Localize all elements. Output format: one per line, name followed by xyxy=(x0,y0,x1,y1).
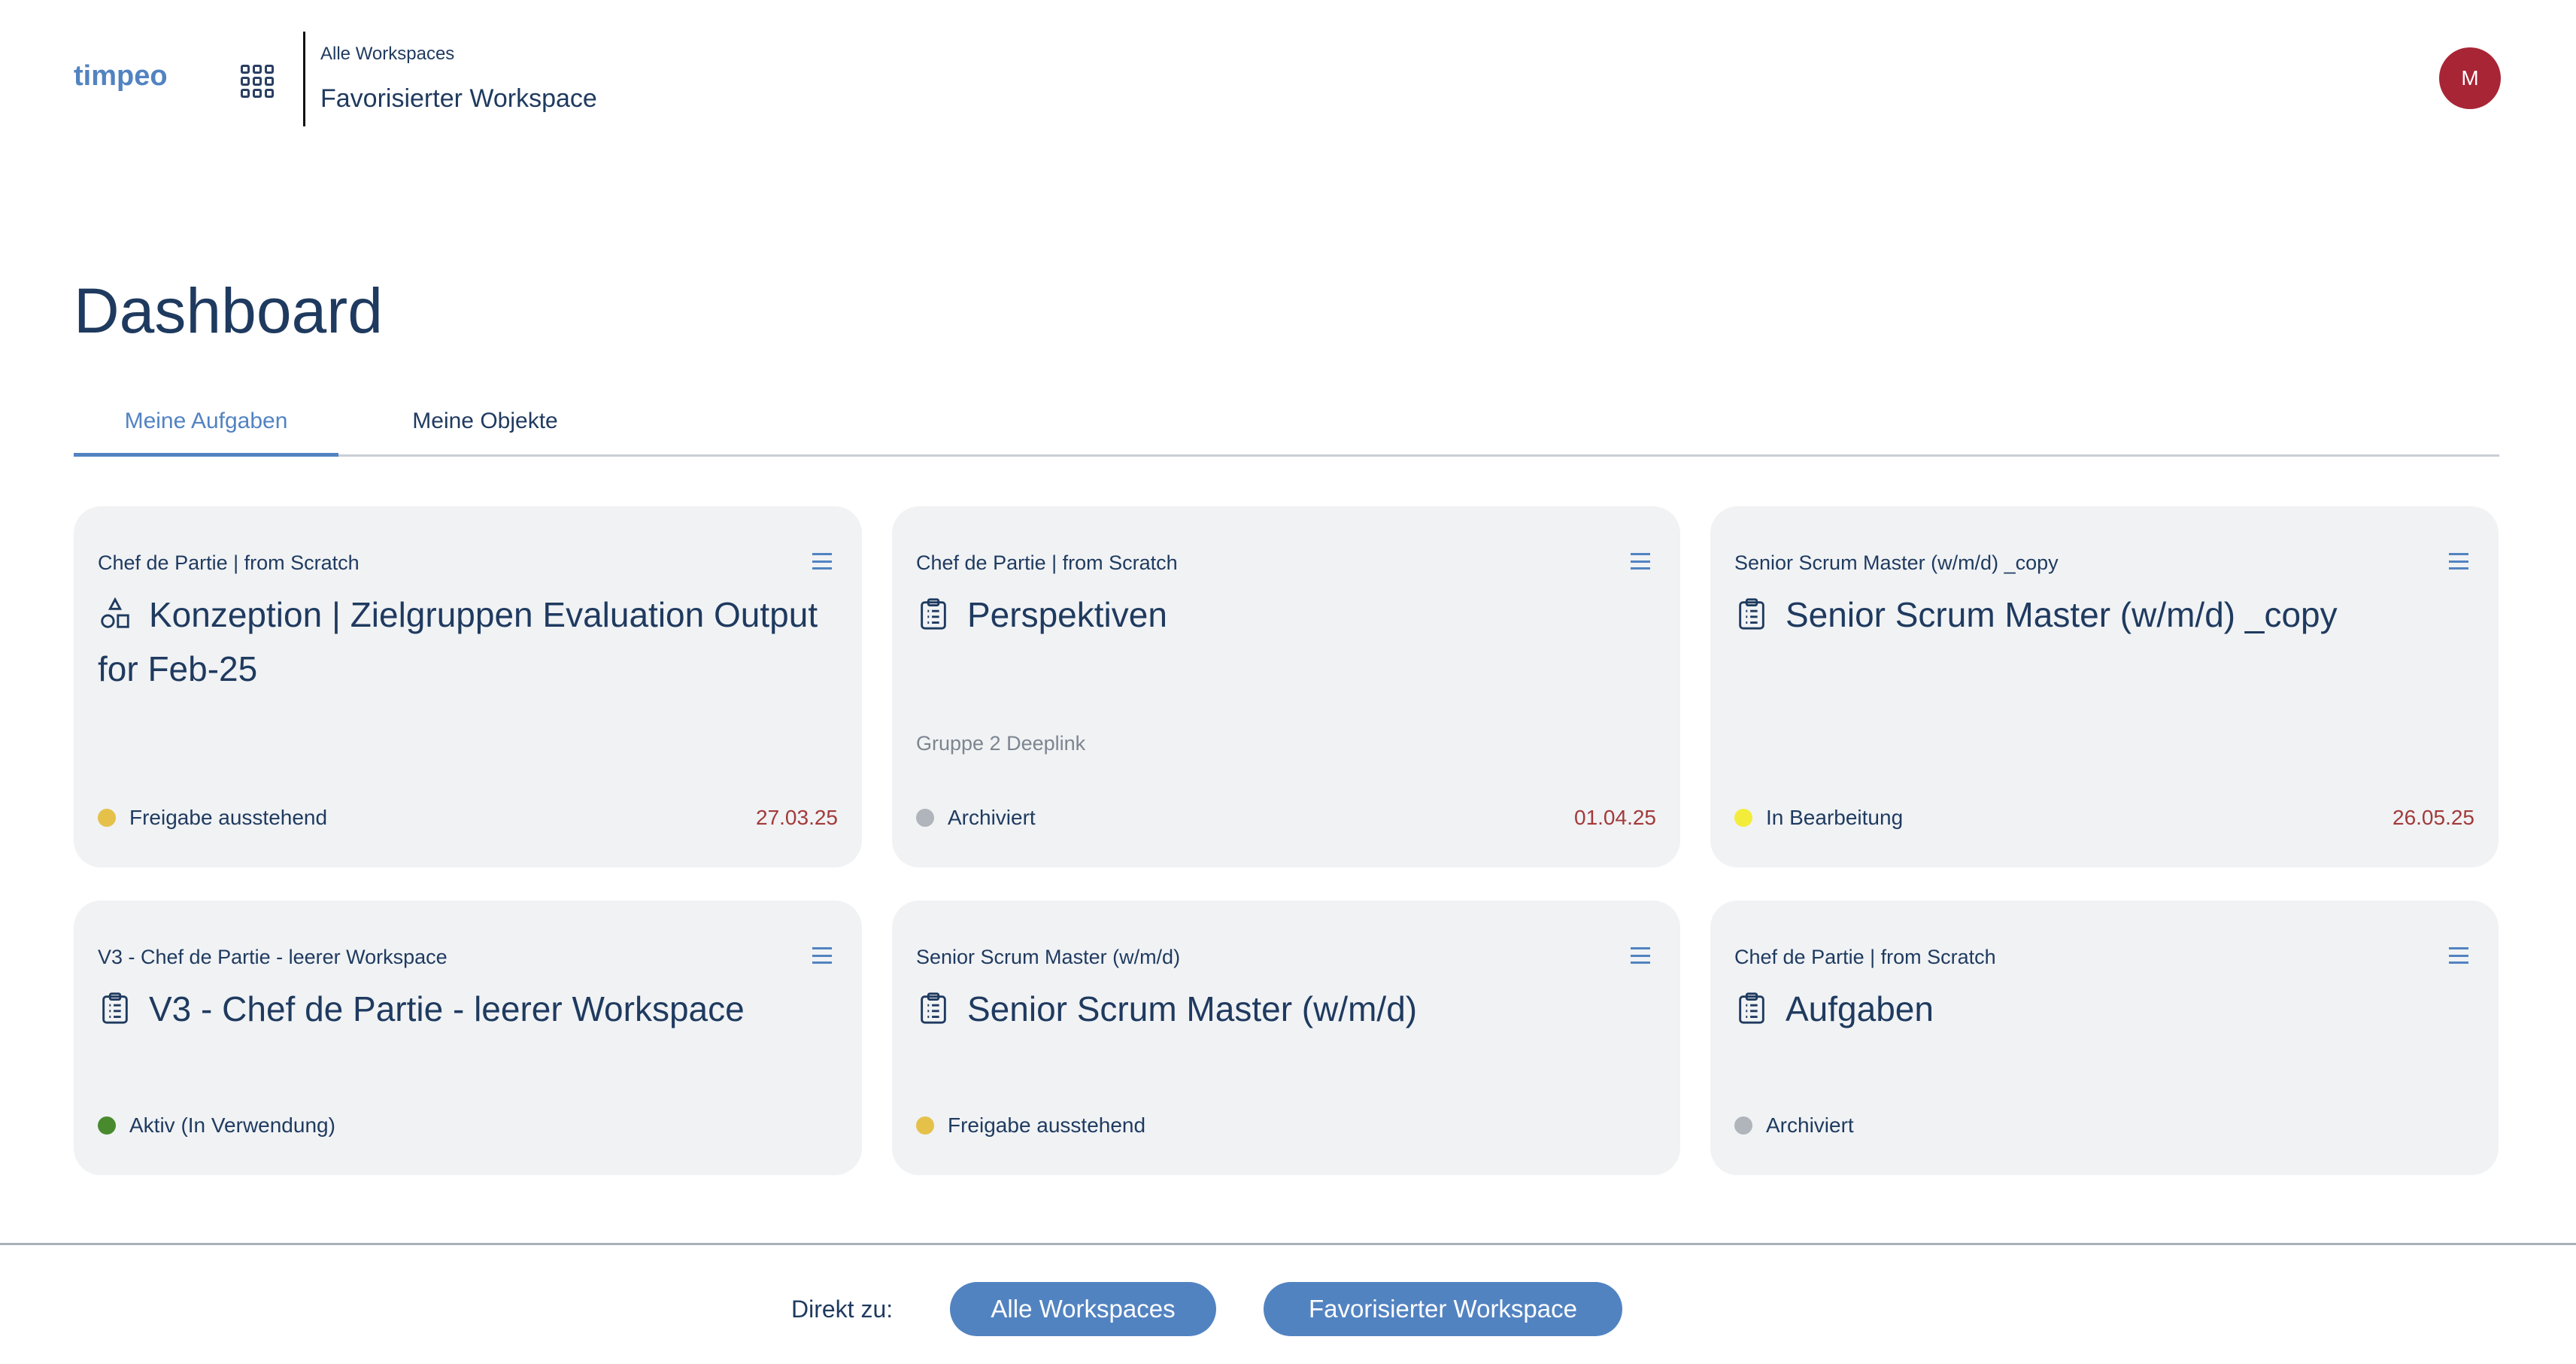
shapes-icon xyxy=(98,592,132,628)
task-card[interactable]: Chef de Partie | from Scratch Perspektiv… xyxy=(892,506,1680,867)
card-title-text: Senior Scrum Master (w/m/d) xyxy=(967,989,1418,1028)
status-label: Aktiv (In Verwendung) xyxy=(129,1113,335,1137)
logo[interactable]: timpeo xyxy=(74,60,168,92)
card-title[interactable]: Konzeption | Zielgruppen Evaluation Outp… xyxy=(98,588,839,696)
menu-icon[interactable] xyxy=(1631,947,1650,964)
status-label: Archiviert xyxy=(1766,1113,1854,1137)
status-label: In Bearbeitung xyxy=(1766,806,1904,829)
card-title[interactable]: Perspektiven xyxy=(916,588,1658,642)
status-dot-icon xyxy=(916,809,934,827)
task-card[interactable]: Senior Scrum Master (w/m/d) Senior Scrum… xyxy=(892,901,1680,1175)
card-extra[interactable]: Gruppe 2 Deeplink xyxy=(916,732,1086,755)
direkt-zu-label: Direkt zu: xyxy=(791,1296,894,1323)
clipboard-list-icon xyxy=(916,592,951,630)
avatar[interactable]: M xyxy=(2439,47,2501,109)
card-subtitle: Chef de Partie | from Scratch xyxy=(98,551,360,574)
clipboard-list-icon xyxy=(98,986,132,1024)
due-date: 27.03.25 xyxy=(756,806,838,829)
status-label: Freigabe ausstehend xyxy=(129,806,328,829)
card-title-text: Senior Scrum Master (w/m/d) _copy xyxy=(1786,595,2338,634)
card-title[interactable]: Senior Scrum Master (w/m/d) xyxy=(916,982,1658,1036)
status-label: Archiviert xyxy=(948,806,1036,829)
status-dot-icon xyxy=(98,1116,116,1135)
card-subtitle: V3 - Chef de Partie - leerer Workspace xyxy=(98,946,448,968)
card-title-text: V3 - Chef de Partie - leerer Workspace xyxy=(149,989,745,1028)
status-dot-icon xyxy=(916,1116,934,1135)
card-title-text: Konzeption | Zielgruppen Evaluation Outp… xyxy=(98,595,818,688)
task-card[interactable]: V3 - Chef de Partie - leerer Workspace V… xyxy=(74,901,862,1175)
tab-meine-aufgaben[interactable]: Meine Aufgaben xyxy=(74,409,338,457)
status-badge: Aktiv (In Verwendung) xyxy=(98,1113,335,1138)
status-badge: In Bearbeitung xyxy=(1734,806,1903,830)
task-card[interactable]: Senior Scrum Master (w/m/d) _copy Senior… xyxy=(1710,506,2499,867)
apps-grid-icon[interactable] xyxy=(241,65,274,98)
due-date: 01.04.25 xyxy=(1574,806,1656,829)
menu-icon[interactable] xyxy=(2449,553,2468,570)
status-badge: Archiviert xyxy=(1734,1113,1854,1138)
menu-icon[interactable] xyxy=(812,947,832,964)
breadcrumb-current-workspace: Favorisierter Workspace xyxy=(320,84,597,113)
clipboard-list-icon xyxy=(1734,986,1769,1024)
status-badge: Freigabe ausstehend xyxy=(916,1113,1145,1138)
card-title-text: Perspektiven xyxy=(967,595,1167,634)
status-dot-icon xyxy=(1734,1116,1752,1135)
clipboard-list-icon xyxy=(1734,592,1769,630)
alle-workspaces-button[interactable]: Alle Workspaces xyxy=(950,1282,1216,1336)
breadcrumb-all-workspaces[interactable]: Alle Workspaces xyxy=(320,44,455,64)
card-subtitle: Senior Scrum Master (w/m/d) xyxy=(916,946,1181,968)
status-dot-icon xyxy=(98,809,116,827)
header-divider xyxy=(303,32,305,126)
card-title[interactable]: Senior Scrum Master (w/m/d) _copy xyxy=(1734,588,2476,642)
footer-divider xyxy=(0,1243,2576,1245)
due-date: 26.05.25 xyxy=(2392,806,2474,829)
favorisierter-workspace-button[interactable]: Favorisierter Workspace xyxy=(1264,1282,1622,1336)
clipboard-list-icon xyxy=(916,986,951,1024)
status-label: Freigabe ausstehend xyxy=(948,1113,1146,1137)
tab-meine-objekte[interactable]: Meine Objekte xyxy=(412,409,558,433)
menu-icon[interactable] xyxy=(2449,947,2468,964)
card-title[interactable]: Aufgaben xyxy=(1734,982,2476,1036)
task-card[interactable]: Chef de Partie | from Scratch Aufgaben A… xyxy=(1710,901,2499,1175)
status-dot-icon xyxy=(1734,809,1752,827)
menu-icon[interactable] xyxy=(1631,553,1650,570)
task-card[interactable]: Chef de Partie | from Scratch Konzeption… xyxy=(74,506,862,867)
card-title-text: Aufgaben xyxy=(1786,989,1934,1028)
status-badge: Archiviert xyxy=(916,806,1036,830)
page-title: Dashboard xyxy=(74,275,383,346)
menu-icon[interactable] xyxy=(812,553,832,570)
card-subtitle: Chef de Partie | from Scratch xyxy=(916,551,1178,574)
card-subtitle: Chef de Partie | from Scratch xyxy=(1734,946,1996,968)
status-badge: Freigabe ausstehend xyxy=(98,806,327,830)
card-title[interactable]: V3 - Chef de Partie - leerer Workspace xyxy=(98,982,839,1036)
tabs-divider xyxy=(74,454,2499,457)
card-subtitle: Senior Scrum Master (w/m/d) _copy xyxy=(1734,551,2059,574)
